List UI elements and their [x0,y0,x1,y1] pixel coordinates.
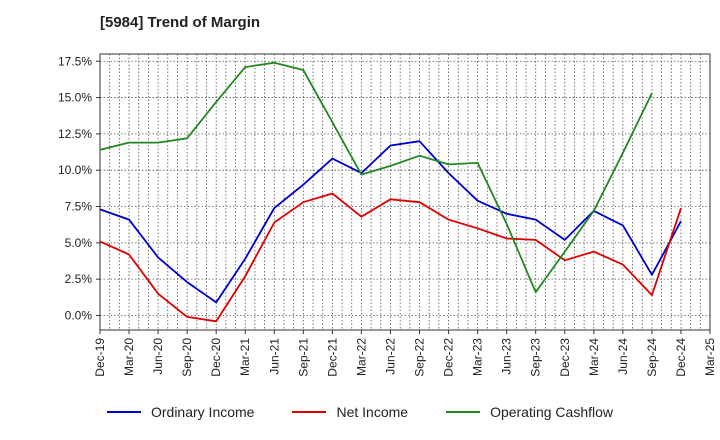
x-tick-label: Sep-24 [645,338,659,377]
x-tick-label: Sep-23 [529,338,543,377]
legend-label: Ordinary Income [150,404,255,420]
series-line-ordinary-income [99,140,682,304]
series-line-net-income [99,192,682,323]
y-tick-label: 5.0% [65,236,93,250]
chart-title: [5984] Trend of Margin [100,14,261,31]
legend-swatch [292,411,327,413]
x-tick-label: Dec-24 [674,338,688,377]
legend-label: Net Income [336,404,409,420]
y-tick-label: 0.0% [65,308,93,322]
x-tick-label: Jun-22 [383,338,397,375]
x-tick-label: Dec-23 [558,338,572,377]
y-tick-label: 12.5% [58,127,92,141]
x-tick-label: Mar-24 [587,338,601,376]
y-tick-label: 2.5% [65,272,93,286]
x-tick-label: Mar-22 [354,338,368,376]
x-tick-label: Jun-24 [616,338,630,375]
x-tick-label: Sep-20 [180,338,194,377]
x-tick-label: Dec-21 [325,338,339,377]
legend-label: Operating Cashflow [490,404,614,420]
x-tick-label: Dec-22 [442,338,456,377]
y-tick-label: 10.0% [58,163,92,177]
series-layer [99,61,682,323]
legend-item: Operating Cashflow [446,404,613,420]
axis-layer: 0.0% 2.5% 5.0% 7.5% 10.0% 12.5% 15.0% 17.5% Dec-… [58,54,717,376]
y-tick-label: 17.5% [58,54,92,68]
x-tick-label: Dec-20 [209,338,223,377]
x-tick-label: Jun-20 [151,338,165,375]
legend-item: Ordinary Income [106,404,255,420]
legend-swatch [106,411,141,413]
x-tick-label: Mar-21 [238,338,252,376]
legend-item: Net Income [292,404,408,420]
plot-area-frame [99,53,711,331]
y-tick-label: 7.5% [65,200,93,214]
x-tick-label: Mar-20 [122,338,136,376]
legend-swatch [446,411,481,413]
x-tick-label: Sep-21 [296,338,310,377]
x-tick-label: Mar-23 [471,338,485,376]
series-line-operating-cashflow [99,61,653,294]
x-tick-label: Mar-25 [703,338,717,376]
x-tick-label: Sep-22 [413,338,427,377]
chart-legend: Ordinary Income Net Income Operating Cashf… [0,404,720,420]
x-tick-label: Jun-23 [500,338,514,375]
grid-layer [100,54,710,330]
x-tick-label: Dec-19 [93,338,107,377]
x-tick-label: Jun-21 [267,338,281,375]
y-tick-label: 15.0% [58,91,92,105]
